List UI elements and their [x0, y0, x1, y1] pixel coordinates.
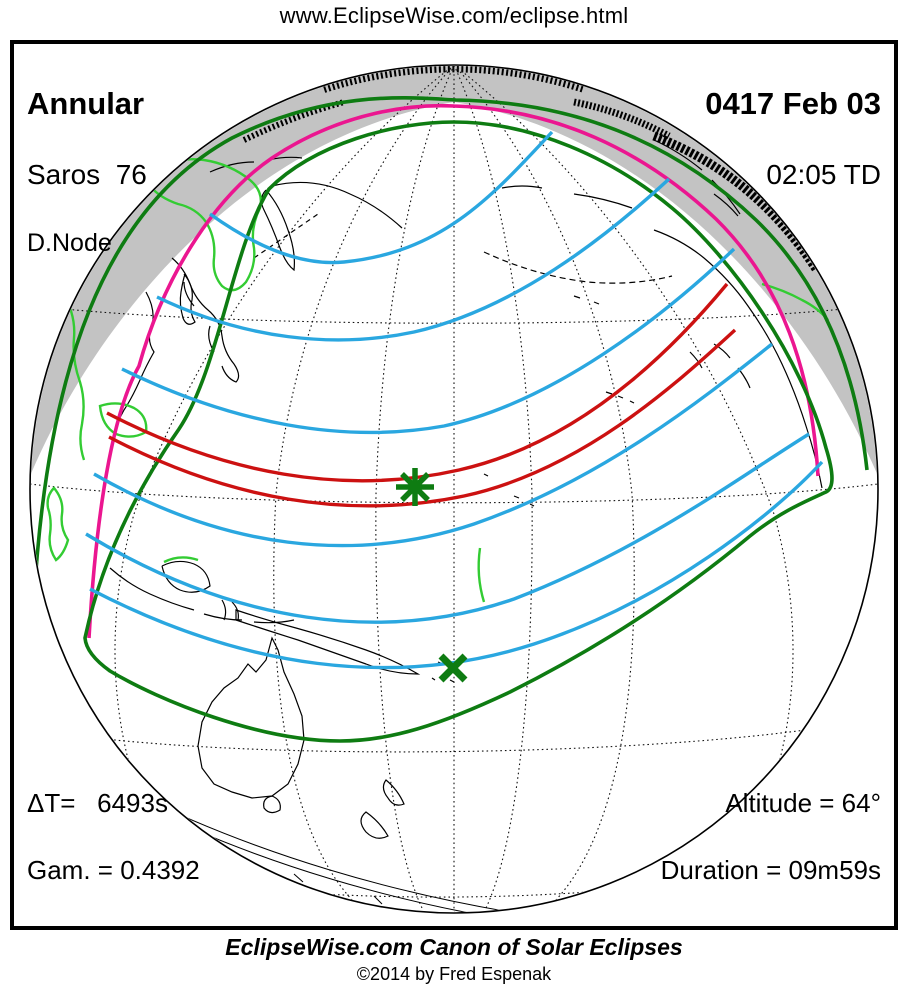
altitude-label: Altitude = 64°: [725, 787, 881, 818]
eclipse-type-label: Annular: [27, 86, 145, 122]
duration-label: Duration = 09m59s: [660, 854, 881, 885]
eclipse-date-label: 0417 Feb 03: [705, 86, 881, 122]
coast-new-guinea: [235, 609, 421, 675]
coast-pacific-islands: [483, 295, 600, 507]
saros-label: Saros 76: [27, 159, 147, 191]
footer: EclipseWise.com Canon of Solar Eclipses …: [0, 934, 908, 985]
coast-borneo-green: [163, 556, 199, 564]
coast-australia: [197, 636, 305, 799]
eclipse-info-top-left: Annular Saros 76 D.Node: [27, 49, 147, 295]
coast-png-green: [477, 547, 486, 603]
coast-new-zealand: [360, 779, 405, 839]
annular-path-north: [106, 282, 729, 483]
coast-borneo: [161, 560, 211, 593]
eclipse-globe-map: [29, 64, 879, 914]
annular-path-south: [108, 328, 737, 508]
copyright: ©2014 by Fred Espenak: [356, 964, 552, 984]
max-duration-x-icon: [438, 653, 468, 683]
canon-title: EclipseWise.com Canon of Solar Eclipses: [225, 934, 683, 960]
hatched-limb-edge: [322, 66, 586, 93]
site-url: www.EclipseWise.com/eclipse.html: [279, 3, 629, 28]
greatest-eclipse-star-icon: [396, 468, 434, 506]
eclipse-map-panel: Annular Saros 76 D.Node 0417 Feb 03 02:0…: [10, 40, 898, 930]
graticule-meridians: [114, 66, 794, 910]
eclipse-info-bottom-right: Altitude = 64° Duration = 09m59s: [661, 750, 881, 922]
coast-alaska-green: [761, 282, 829, 321]
coast-right-limb-green: [876, 293, 877, 317]
shaded-zone-coastlines: [209, 139, 741, 217]
coast-philippines-green: [46, 486, 70, 562]
globe-limb: [29, 64, 879, 914]
shading-inner-arc: [163, 181, 745, 275]
coast-tasmania: [263, 795, 281, 814]
max-eclipse-contours: [85, 130, 824, 670]
eclipse-time-label: 02:05 TD: [766, 159, 881, 191]
coast-aleutians: [483, 251, 673, 284]
annular-path: [106, 282, 737, 508]
coast-korea: [179, 273, 196, 325]
gamma-label: Gam. = 0.4392: [27, 854, 200, 885]
delta-t-label: ΔT= 6493s: [27, 787, 168, 818]
eclipse-info-bottom-left: ΔT= 6493s Gam. = 0.4392: [27, 750, 200, 922]
eclipse-info-top-right: 0417 Feb 03 02:05 TD: [705, 49, 881, 229]
hatched-land-northeast: [652, 131, 820, 272]
coast-asia-limb-green: [60, 291, 86, 461]
coast-kamchatka: [260, 181, 403, 272]
penumbral-limit-loop: [83, 120, 834, 743]
coast-hawaii: [605, 391, 635, 404]
rise-set-curve: [87, 103, 820, 639]
node-label: D.Node: [27, 228, 112, 257]
night-shading-band: [31, 66, 877, 476]
coast-kurils: [253, 213, 319, 259]
penumbral-limit-outer: [32, 96, 869, 601]
coast-bering: [501, 185, 633, 209]
